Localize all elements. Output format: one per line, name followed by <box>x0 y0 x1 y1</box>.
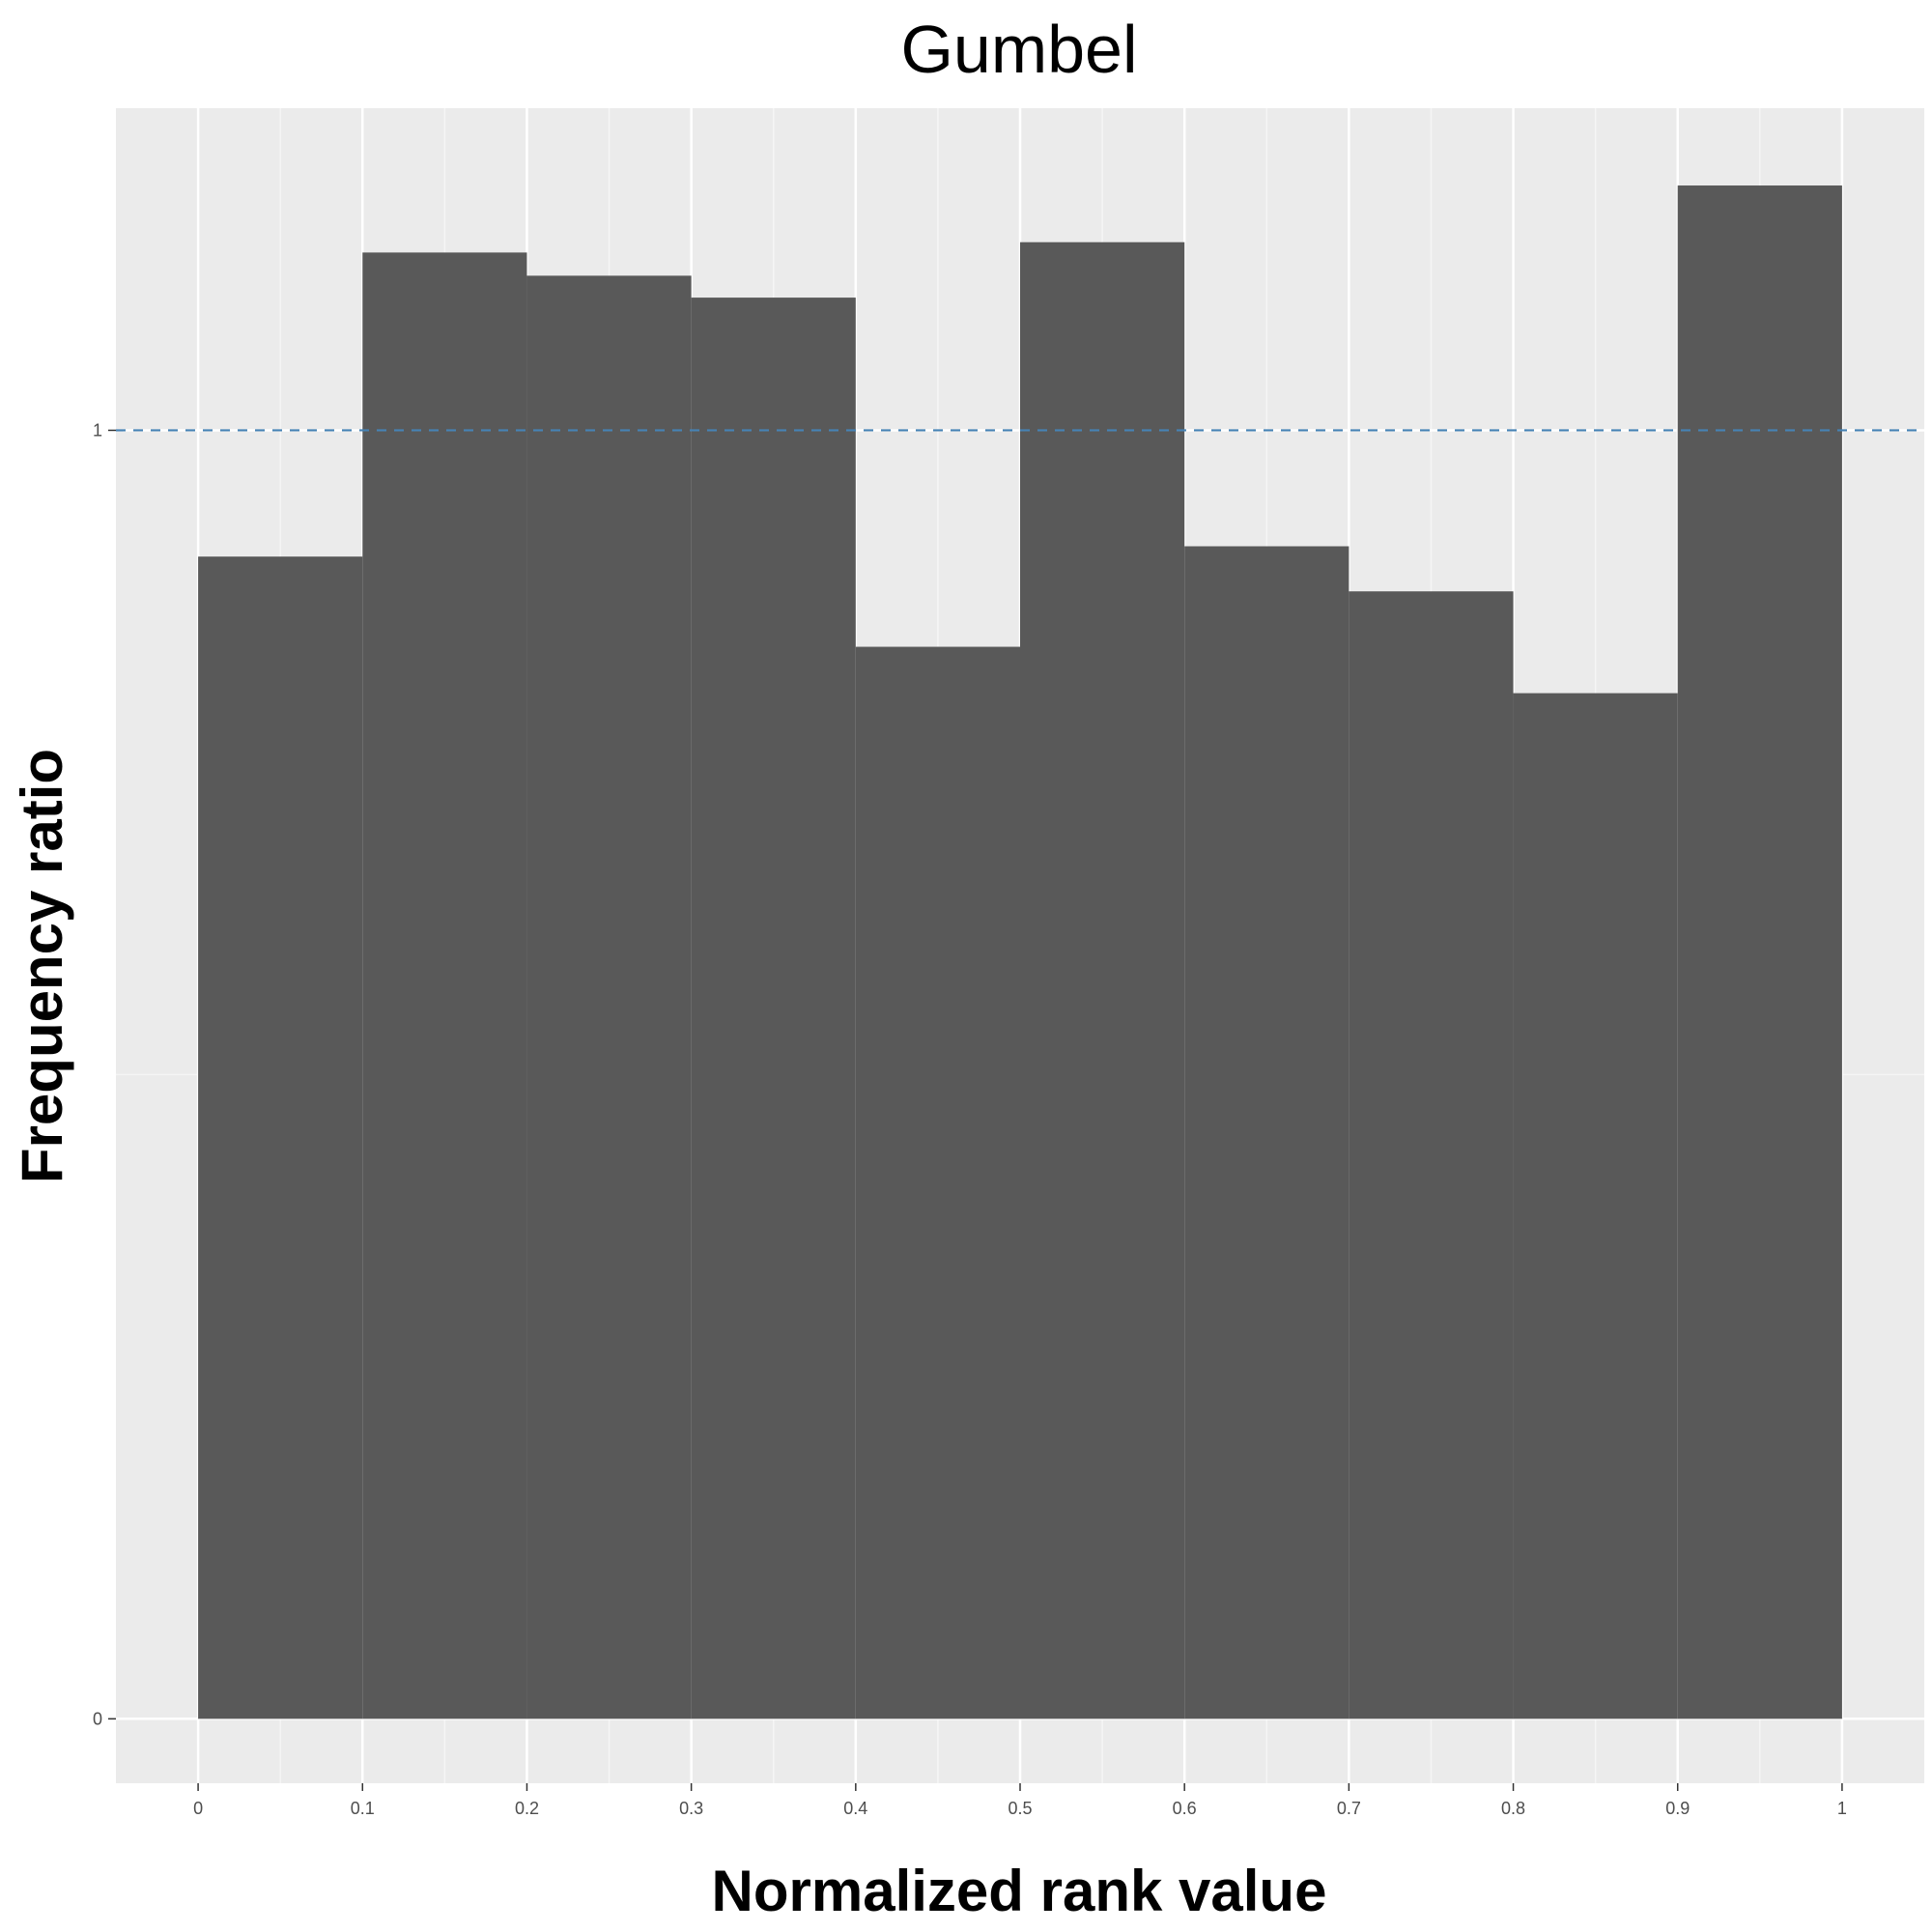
histogram-bar <box>1349 591 1514 1719</box>
x-tick-label: 0 <box>193 1799 203 1818</box>
x-tick-label: 0.2 <box>515 1799 539 1818</box>
x-tick-label: 0.5 <box>1008 1799 1032 1818</box>
x-tick-label: 0.6 <box>1173 1799 1197 1818</box>
x-tick-label: 1 <box>1837 1799 1847 1818</box>
y-tick-label: 0 <box>93 1709 102 1728</box>
y-tick-label: 1 <box>93 420 102 440</box>
histogram-bars <box>198 185 1842 1719</box>
x-tick-label: 0.7 <box>1337 1799 1361 1818</box>
histogram-bar <box>1184 546 1350 1719</box>
x-axis-title: Normalized rank value <box>712 1859 1327 1923</box>
histogram-bar <box>855 646 1020 1719</box>
histogram-bar <box>1513 693 1678 1719</box>
x-tick-label: 0.8 <box>1501 1799 1525 1818</box>
x-tick-label: 0.9 <box>1665 1799 1690 1818</box>
histogram-bar <box>691 298 856 1719</box>
x-tick-label: 0.4 <box>843 1799 867 1818</box>
x-axis: 0 0.1 0.2 0.3 0.4 0.5 0.6 0.7 0.8 0.9 1 <box>193 1783 1847 1818</box>
histogram-bar <box>1020 242 1185 1719</box>
x-tick-label: 0.1 <box>351 1799 375 1818</box>
x-tick-label: 0.3 <box>679 1799 703 1818</box>
chart-title: Gumbel <box>900 12 1137 87</box>
histogram-bar <box>362 252 527 1719</box>
histogram-bar <box>198 556 363 1719</box>
histogram-bar <box>526 275 692 1719</box>
histogram-bar <box>1677 185 1842 1719</box>
y-axis-title: Frequency ratio <box>10 749 74 1183</box>
y-axis: 01 <box>93 420 116 1728</box>
